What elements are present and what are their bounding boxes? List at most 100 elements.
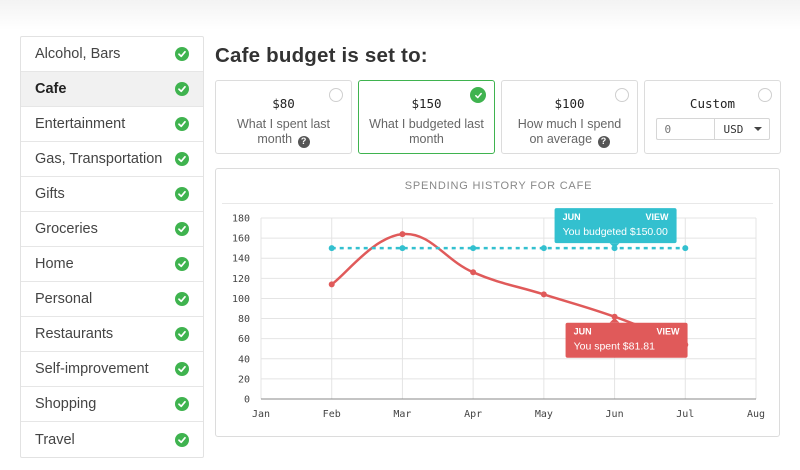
- option-amount: $80: [272, 96, 295, 111]
- y-tick-label: 160: [232, 234, 250, 245]
- sidebar-item-gas-transportation[interactable]: Gas, Transportation: [21, 142, 203, 177]
- spent-point: [540, 291, 547, 298]
- tooltip-text: You budgeted $150.00: [563, 226, 668, 238]
- sidebar-item-label: Alcohol, Bars: [35, 46, 121, 62]
- tooltip-pointer: [609, 243, 620, 249]
- y-tick-label: 120: [232, 274, 250, 285]
- chevron-down-icon: [753, 127, 762, 131]
- x-tick-label: Aug: [747, 409, 765, 420]
- check-circle-icon: [175, 432, 189, 447]
- help-icon[interactable]: ?: [597, 135, 610, 148]
- option-amount: $150: [411, 96, 442, 111]
- spending-history-chart: 0 20 40 60 80 100 120 140 160 180 Jan Feb Mar Apr May J…: [232, 208, 765, 420]
- sidebar-item-label: Entertainment: [35, 116, 126, 132]
- sidebar-item-label: Self-improvement: [35, 361, 149, 377]
- spent-point: [611, 313, 618, 320]
- option-last-month-budgeted[interactable]: $150 What I budgeted last month: [358, 80, 495, 154]
- sidebar-item-travel[interactable]: Travel: [21, 422, 203, 457]
- spent-point: [399, 231, 406, 238]
- currency-value: USD: [723, 122, 744, 136]
- sidebar-item-label: Gas, Transportation: [35, 151, 163, 167]
- x-tick-label: May: [535, 409, 553, 420]
- sidebar-item-personal[interactable]: Personal: [21, 282, 203, 317]
- currency-select[interactable]: USD: [713, 118, 770, 140]
- sidebar-item-self-improvement[interactable]: Self-improvement: [21, 352, 203, 387]
- tooltip-view-link[interactable]: VIEW: [646, 212, 670, 222]
- tooltip-pointer: [609, 317, 620, 323]
- check-circle-icon: [175, 82, 189, 96]
- y-tick-label: 20: [238, 374, 250, 385]
- sidebar-item-groceries[interactable]: Groceries: [21, 212, 203, 247]
- sidebar-item-restaurants[interactable]: Restaurants: [21, 317, 203, 352]
- tooltip-month: JUN: [574, 327, 592, 337]
- option-description: What I budgeted last month: [369, 117, 484, 146]
- budget-point: [399, 245, 406, 252]
- tooltip-text: You spent $81.81: [574, 341, 656, 353]
- x-tick-label: Jan: [252, 409, 270, 420]
- sidebar-item-cafe[interactable]: Cafe: [21, 72, 203, 107]
- help-icon[interactable]: ?: [297, 135, 310, 148]
- sidebar-item-label: Shopping: [35, 396, 97, 412]
- budget-point: [682, 245, 689, 252]
- budget-point: [328, 245, 335, 252]
- x-tick-label: Feb: [323, 409, 341, 420]
- check-circle-icon: [175, 362, 189, 376]
- check-circle-icon: [175, 117, 189, 131]
- tooltip-budgeted: [554, 208, 677, 244]
- check-circle-icon: [175, 47, 189, 61]
- tooltip-view-link[interactable]: VIEW: [657, 327, 681, 337]
- option-description-text: What I spent last month: [236, 117, 331, 146]
- spending-history-card: SPENDING HISTORY FOR CAFE 0 20 40 60 80 100 12…: [215, 168, 780, 437]
- x-tick-label: Jun: [606, 409, 624, 420]
- check-circle-icon: [175, 327, 189, 341]
- custom-label: Custom: [689, 96, 736, 111]
- check-circle-icon: [175, 152, 189, 166]
- budget-point: [540, 245, 547, 252]
- sidebar-item-label: Travel: [35, 431, 75, 448]
- top-background: [0, 0, 800, 30]
- y-tick-label: 0: [244, 395, 250, 406]
- y-tick-label: 180: [232, 214, 250, 225]
- tooltip-month: JUN: [563, 212, 581, 222]
- y-tick-label: 140: [232, 254, 250, 265]
- option-average-spend[interactable]: $100 How much I spend on average ?: [501, 80, 638, 154]
- option-last-month-spent[interactable]: $80 What I spent last month ?: [215, 80, 352, 154]
- tooltip-spent: [565, 322, 688, 358]
- sidebar-item-label: Gifts: [35, 186, 65, 202]
- option-description: What I spent last month ?: [216, 117, 351, 148]
- y-tick-label: 60: [238, 334, 250, 345]
- check-circle-icon: [175, 292, 189, 306]
- radio-circle-icon[interactable]: [615, 88, 629, 102]
- sidebar-item-label: Personal: [35, 291, 93, 307]
- check-circle-icon: [175, 187, 189, 201]
- x-tick-label: Jul: [676, 409, 694, 420]
- sidebar-item-label: Cafe: [35, 81, 67, 97]
- radio-circle-icon[interactable]: [329, 88, 343, 102]
- option-description-text: How much I spend on average: [517, 117, 622, 146]
- category-sidebar: Alcohol, Bars Cafe Entertainment Gas, Trans…: [20, 36, 204, 458]
- selected-check-icon[interactable]: [470, 87, 486, 103]
- sidebar-item-gifts[interactable]: Gifts: [21, 177, 203, 212]
- sidebar-item-shopping[interactable]: Shopping: [21, 387, 203, 422]
- x-tick-label: Apr: [464, 409, 482, 420]
- check-circle-icon: [175, 397, 189, 411]
- radio-circle-icon[interactable]: [758, 88, 772, 102]
- spent-point: [470, 269, 477, 276]
- custom-amount-input[interactable]: [655, 118, 714, 140]
- sidebar-item-alcohol-bars[interactable]: Alcohol, Bars: [21, 37, 203, 72]
- sidebar-item-label: Groceries: [35, 221, 98, 237]
- budget-point: [470, 245, 477, 252]
- spent-line: [330, 232, 686, 346]
- x-tick-label: Mar: [393, 409, 411, 420]
- page-title: Cafe budget is set to:: [215, 44, 428, 67]
- sidebar-item-label: Home: [35, 256, 74, 272]
- check-circle-icon: [175, 222, 189, 236]
- option-amount: $100: [554, 96, 585, 111]
- chart-title: SPENDING HISTORY FOR CAFE: [404, 180, 593, 192]
- sidebar-item-entertainment[interactable]: Entertainment: [21, 107, 203, 142]
- sidebar-item-label: Restaurants: [35, 326, 114, 342]
- option-custom[interactable]: Custom USD: [644, 80, 781, 154]
- sidebar-item-home[interactable]: Home: [21, 247, 203, 282]
- divider: [222, 203, 773, 204]
- y-tick-label: 80: [238, 314, 250, 325]
